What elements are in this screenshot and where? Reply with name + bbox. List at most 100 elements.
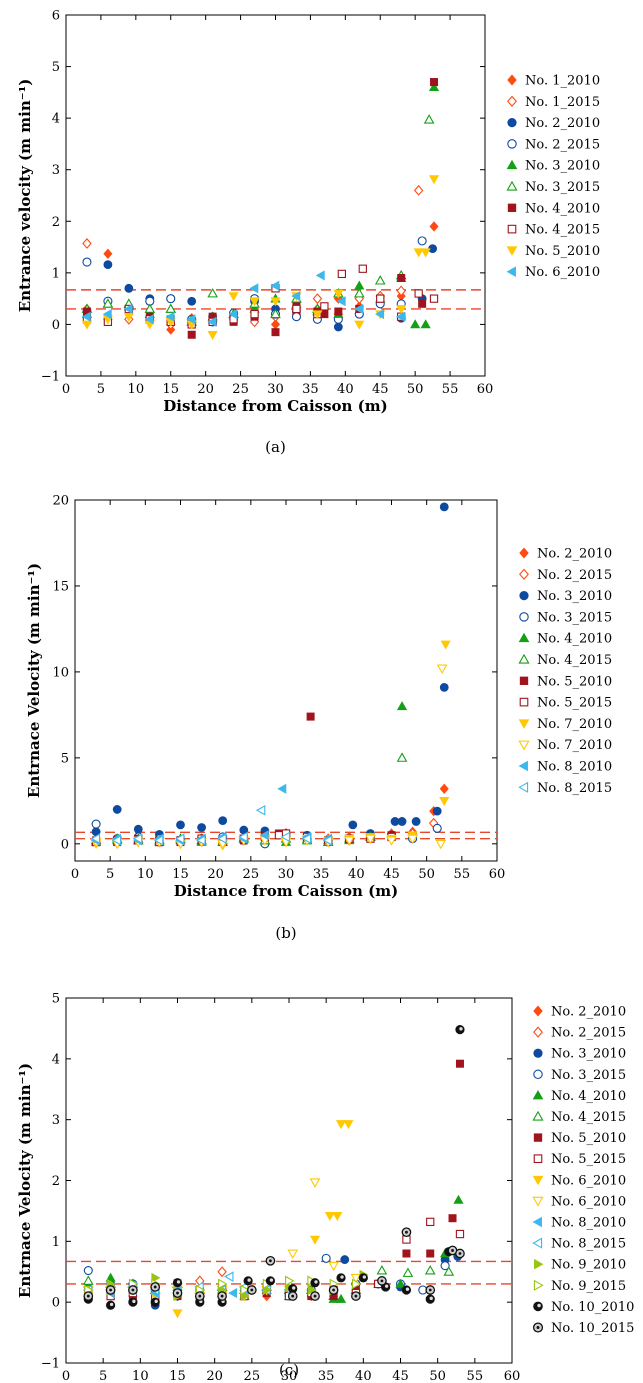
data-point — [187, 296, 197, 306]
data-point — [320, 310, 329, 319]
data-point — [270, 297, 281, 307]
legend-marker — [533, 1301, 543, 1312]
data-point — [280, 831, 290, 843]
data-point — [187, 330, 196, 339]
x-tick-label: 45 — [372, 382, 389, 397]
legend-entry: No. 8_2015 — [537, 781, 612, 796]
data-point — [455, 1059, 464, 1068]
data-point — [322, 835, 333, 846]
x-tick-label: 50 — [429, 1369, 446, 1383]
data-point — [172, 1288, 183, 1298]
legend-marker — [533, 1069, 543, 1080]
data-point — [238, 831, 248, 843]
series-15 — [83, 1025, 465, 1310]
legend-entry: No. 7_2010 — [537, 717, 612, 732]
x-tick-label: 50 — [407, 382, 424, 397]
data-point — [194, 1291, 205, 1301]
legend-entry: No. 2_2015 — [537, 568, 612, 583]
y-tick-label: 20 — [52, 494, 69, 509]
data-point — [420, 319, 431, 329]
x-tick-label: 0 — [62, 1369, 70, 1383]
data-point — [102, 298, 114, 308]
x-tick-label: 5 — [99, 1369, 107, 1383]
data-point — [439, 783, 449, 795]
data-point — [343, 836, 355, 846]
legend-entry: No. 4_2010 — [537, 632, 612, 647]
data-point — [439, 682, 449, 692]
data-point — [354, 320, 365, 330]
legend-marker — [518, 740, 530, 751]
data-point — [429, 294, 439, 303]
legend-marker — [518, 653, 530, 664]
data-point — [410, 319, 421, 329]
y-axis-label: Entrance velocity (m min⁻¹) — [16, 79, 34, 313]
y-tick-label: 3 — [52, 1113, 60, 1128]
x-tick-label: 25 — [243, 867, 260, 882]
data-point — [186, 314, 196, 325]
series-12 — [90, 804, 333, 846]
y-tick-label: 15 — [52, 579, 69, 594]
data-point — [413, 184, 424, 196]
data-point — [429, 221, 439, 232]
data-point — [124, 283, 134, 293]
data-point — [82, 257, 92, 267]
legend-entry: No. 2_2010 — [537, 547, 612, 562]
y-axis-label: Entrnace Velocity (m min⁻¹) — [16, 1063, 34, 1298]
data-point — [111, 835, 122, 846]
data-point — [310, 1291, 320, 1301]
y-tick-label: 5 — [52, 992, 60, 1007]
legend-marker — [506, 266, 516, 278]
data-point — [423, 114, 435, 124]
data-point — [106, 1300, 116, 1310]
legend: No. 1_2010 No. 1_2015 No. 2_2010 No. 2_2015… — [506, 74, 600, 280]
data-point — [335, 1293, 347, 1303]
data-point — [386, 836, 397, 846]
data-point — [324, 1211, 335, 1221]
y-tick-label: 2 — [52, 215, 60, 230]
x-tick-label: 25 — [244, 1369, 261, 1383]
y-tick-label: −1 — [41, 1357, 60, 1372]
data-point — [150, 1282, 161, 1292]
data-point — [351, 1291, 361, 1301]
data-point — [402, 1267, 414, 1277]
data-point — [105, 1285, 116, 1295]
x-axis-label: Distance from Caisson (m) — [163, 397, 388, 415]
legend-entry: No. 10_2015 — [551, 1321, 634, 1336]
data-point — [174, 833, 185, 844]
y-axis-label: Entrnace Velocity (m min⁻¹) — [25, 563, 43, 798]
x-tick-label: 20 — [207, 867, 224, 882]
x-tick-label: 0 — [62, 382, 70, 397]
data-point — [375, 309, 385, 320]
legend-marker — [533, 1133, 543, 1142]
legend-marker — [533, 1005, 543, 1017]
data-point — [197, 823, 207, 832]
data-point — [83, 1291, 94, 1301]
x-tick-label: 50 — [418, 867, 435, 882]
data-point — [83, 1265, 93, 1276]
legend-marker — [519, 697, 529, 707]
data-point — [309, 1178, 321, 1188]
series-10 — [81, 270, 406, 327]
data-point — [365, 834, 376, 845]
data-point — [271, 328, 280, 337]
data-point — [374, 275, 386, 285]
data-point — [455, 1248, 465, 1259]
data-point — [166, 294, 176, 304]
data-point — [228, 292, 239, 302]
legend-entry: No. 4_2015 — [537, 653, 612, 668]
data-point — [287, 1249, 299, 1260]
data-point — [103, 248, 113, 259]
data-point — [402, 1249, 411, 1258]
data-point — [243, 1276, 253, 1286]
legend-marker — [506, 246, 518, 256]
legend-entry: No. 6_2010 — [551, 1194, 626, 1209]
data-point — [287, 1291, 298, 1301]
data-point — [128, 1285, 138, 1295]
data-point — [207, 330, 218, 340]
data-point — [424, 1265, 436, 1275]
data-point — [348, 820, 358, 830]
data-point — [428, 175, 440, 185]
data-point — [250, 309, 259, 319]
series-16 — [83, 1227, 465, 1301]
legend-entry: No. 5_2010 — [551, 1131, 626, 1146]
